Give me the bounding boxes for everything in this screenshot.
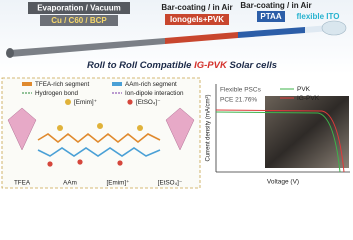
x-axis-label: Voltage (V) — [267, 179, 299, 186]
title-part: Solar cells — [227, 60, 277, 71]
note: PCE 21.76% — [220, 97, 257, 104]
molecule-label: AAm — [63, 180, 77, 187]
device-photo — [265, 96, 349, 168]
title-part: Roll to Roll Compatible — [87, 60, 194, 71]
legend-text: [Emim]⁺ — [74, 99, 97, 106]
roll-end — [6, 48, 14, 58]
curve-ig-pvk — [215, 109, 345, 173]
label-box — [40, 15, 118, 26]
label: Evaporation / Vacuum — [37, 4, 121, 13]
legend-text: IG-PVK — [297, 95, 320, 102]
label: PTAA — [260, 12, 281, 21]
legend-text: Hydrogen bond — [35, 90, 79, 97]
molecule-label: [EtSO₄]⁻ — [158, 180, 182, 187]
label: Ionogels+PVK — [170, 15, 224, 24]
curve-pvk — [215, 111, 341, 173]
legend-swatch — [127, 99, 133, 105]
ions — [57, 123, 143, 131]
legend-swatch — [65, 99, 71, 105]
roll — [321, 20, 347, 36]
legend-text: PVK — [297, 86, 311, 93]
molecule-label: TFEA — [14, 180, 31, 187]
legend-text: [EtSO₄]⁻ — [136, 99, 160, 106]
polymer-chain — [37, 147, 161, 157]
title-highlight: IG-PVK — [194, 60, 228, 71]
label: Bar-coating / in Air — [240, 1, 311, 10]
label-box — [257, 11, 285, 22]
strip-metal — [10, 38, 165, 57]
legend-text: Ion-dipole interaction — [125, 90, 184, 97]
label-box — [165, 14, 229, 25]
octahedron — [165, 107, 195, 151]
diagram-panel — [1, 77, 201, 189]
note: Flexible PSCs — [220, 87, 262, 94]
figure: Evaporation / Vacuum Cu / C60 / BCP Bar-… — [0, 0, 353, 189]
strip-ptaa — [238, 27, 305, 38]
legend-swatch — [112, 82, 122, 86]
label: Bar-coating / in Air — [161, 3, 232, 12]
strip-pvk — [165, 32, 238, 44]
molecule-label: [Emim]⁺ — [107, 180, 130, 187]
y-axis-label: Current density (mA/cm²) — [206, 94, 212, 161]
ions — [47, 159, 123, 167]
label: Cu / C60 / BCP — [51, 16, 107, 25]
legend-text: TFEA-rich segment — [35, 81, 89, 88]
legend-swatch — [22, 82, 32, 86]
octahedron — [7, 107, 37, 151]
title: Roll to Roll Compatible IG-PVK Solar cel… — [87, 60, 277, 71]
label: flexible ITO — [297, 12, 340, 21]
legend-text: AAm-rich segment — [125, 81, 177, 88]
label-box — [28, 2, 130, 14]
polymer-chain — [37, 132, 161, 144]
